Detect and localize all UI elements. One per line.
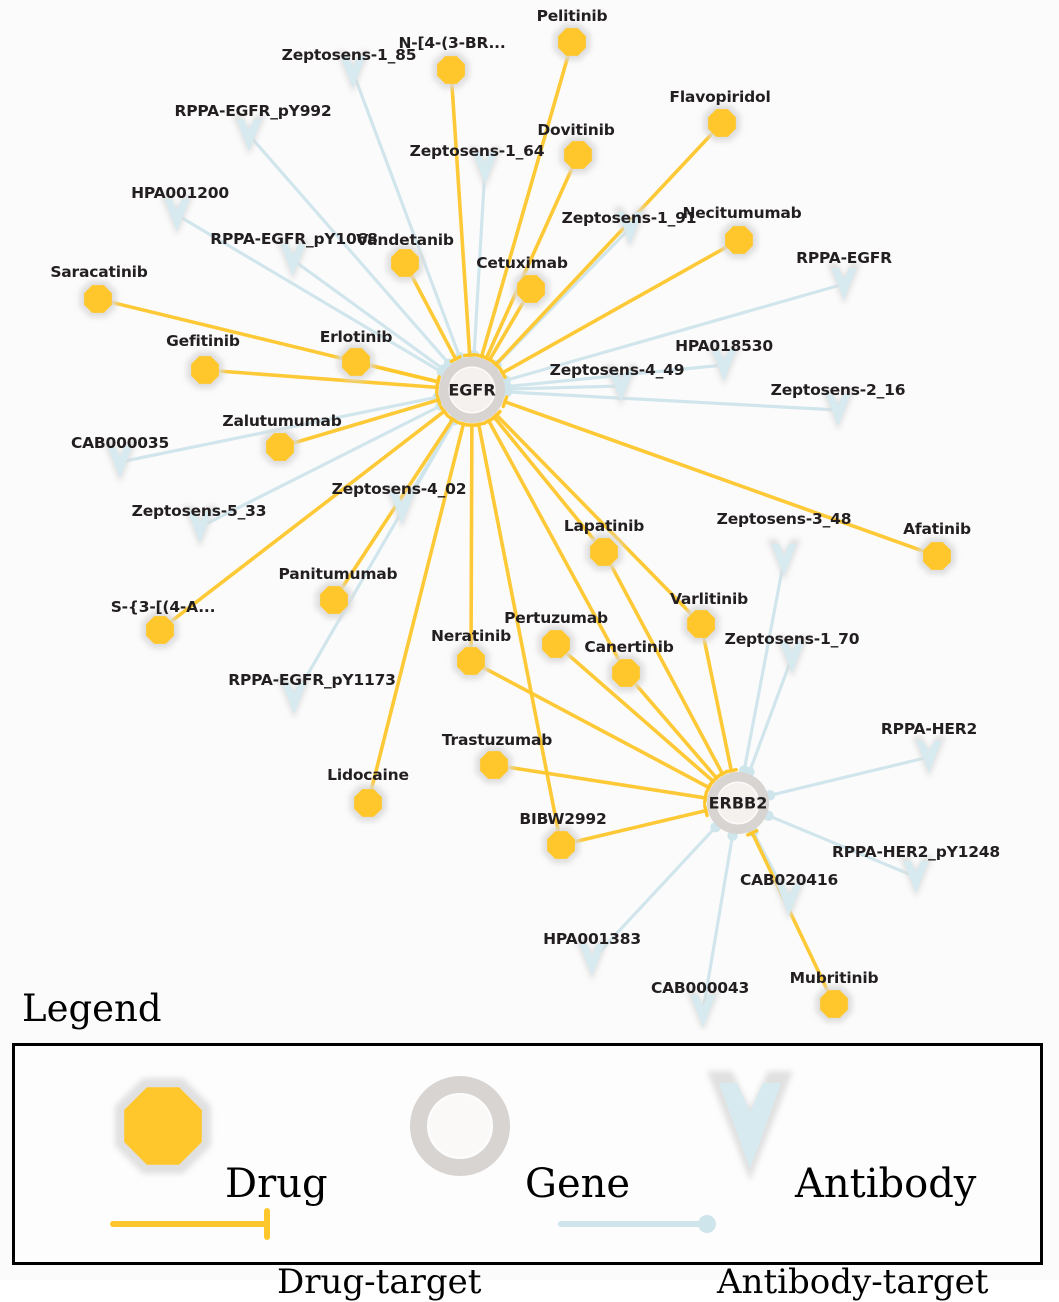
- legend-svg: [15, 1046, 1040, 1262]
- drug-node[interactable]: [142, 612, 179, 649]
- antibody-node[interactable]: [899, 856, 933, 898]
- drug-node[interactable]: [187, 352, 224, 389]
- network-svg: [0, 0, 1059, 1030]
- node-layer: [80, 24, 956, 1030]
- drug-node[interactable]: [538, 626, 575, 663]
- legend-drug-label: Drug: [225, 1161, 328, 1207]
- antibody-node[interactable]: [912, 736, 946, 778]
- drug-node[interactable]: [476, 747, 513, 784]
- legend-gene-core: [429, 1095, 491, 1157]
- drug-node[interactable]: [608, 655, 645, 692]
- antibody-node[interactable]: [160, 194, 194, 236]
- drug-node[interactable]: [560, 137, 597, 174]
- antibody-node[interactable]: [468, 147, 502, 189]
- legend-title: Legend: [22, 987, 162, 1030]
- drug-node[interactable]: [316, 582, 353, 619]
- drug-node[interactable]: [586, 534, 623, 571]
- octagon-icon: [124, 1087, 202, 1165]
- antibody-node[interactable]: [277, 677, 311, 719]
- drug-node[interactable]: [80, 281, 117, 318]
- drug-node[interactable]: [543, 827, 580, 864]
- legend-gene-label: Gene: [525, 1161, 630, 1207]
- antibody-node[interactable]: [336, 51, 370, 93]
- antibody-node[interactable]: [103, 441, 137, 483]
- antibody-node[interactable]: [575, 939, 609, 981]
- drug-node[interactable]: [262, 429, 299, 466]
- drug-node[interactable]: [513, 271, 550, 308]
- drug-node[interactable]: [683, 606, 720, 643]
- drug-node[interactable]: [433, 52, 470, 89]
- edge-layer: [98, 42, 937, 1011]
- drug-node[interactable]: [387, 245, 424, 282]
- drug-node[interactable]: [453, 643, 490, 680]
- legend-antibody-label: Antibody: [795, 1161, 976, 1207]
- drug-node[interactable]: [919, 538, 956, 575]
- gene-label-egfr: EGFR: [448, 381, 495, 400]
- drug-node[interactable]: [554, 24, 591, 61]
- drug-node[interactable]: [350, 785, 387, 822]
- legend-drug-target-label: Drug-target: [277, 1262, 481, 1302]
- antibody-node[interactable]: [613, 207, 647, 249]
- antibody-node[interactable]: [767, 539, 801, 581]
- gene-label-erbb2: ERBB2: [709, 794, 768, 813]
- chevron-icon: [719, 1083, 781, 1169]
- antibody-node[interactable]: [827, 263, 861, 305]
- drug-node[interactable]: [721, 222, 758, 259]
- antibody-node[interactable]: [183, 506, 217, 548]
- antibody-node[interactable]: [772, 879, 806, 921]
- drug-node[interactable]: [338, 344, 375, 381]
- antibody-node[interactable]: [775, 636, 809, 678]
- antibody-node[interactable]: [276, 239, 310, 281]
- legend-antibody-edge-marker: [698, 1215, 716, 1233]
- legend-antibody-target-label: Antibody-target: [717, 1262, 988, 1302]
- drug-node[interactable]: [704, 105, 741, 142]
